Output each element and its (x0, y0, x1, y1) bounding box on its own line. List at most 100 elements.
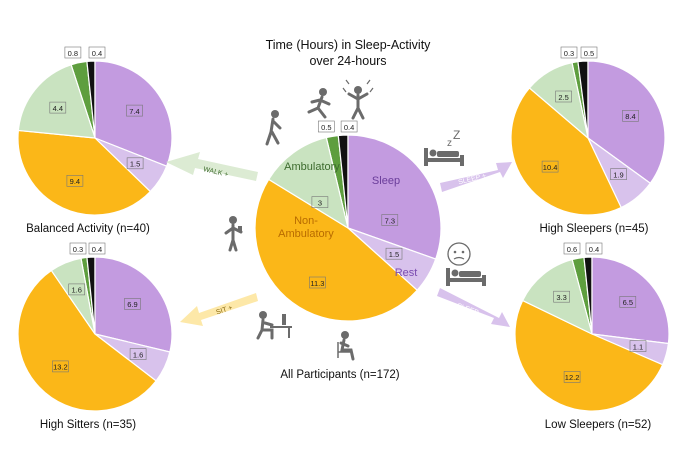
value-label-box (126, 104, 143, 117)
value-label-box (585, 242, 603, 255)
value-label-box (541, 160, 559, 173)
value-label-box (49, 101, 67, 114)
pie-slice-ambulatory (521, 258, 593, 336)
pie-slice-non-ambulatory (17, 129, 152, 216)
pie-slice-non-ambulatory (17, 269, 157, 412)
arrow-sleep-minus: SLEEP - (437, 288, 510, 327)
value-label-box (129, 348, 147, 360)
stretching-person-icon (342, 79, 374, 120)
value-label-box (340, 120, 358, 133)
figure-title-line-1: Time (Hours) in Sleep-Activity (266, 38, 432, 52)
value-label-other: 0.4 (92, 49, 102, 58)
value-label-walk: 0.3 (73, 245, 83, 254)
standing-phone-person-icon (224, 216, 243, 252)
pie-balanced-activity: 0.8 0.4 7.4 1.5 9.4 4.4 (17, 46, 173, 216)
value-label-box (619, 296, 637, 308)
value-label-ambulatory: 2.5 (558, 93, 568, 102)
sleeping-in-bed-icon: z Z (424, 128, 464, 166)
value-label-box (563, 242, 581, 255)
value-label-sleep: 7.4 (129, 107, 139, 116)
value-label-box (88, 46, 106, 59)
caption-balanced-activity: Balanced Activity (n=40) (26, 223, 150, 235)
walking-person-icon (265, 110, 282, 146)
caption-low-sleepers: Low Sleepers (n=52) (545, 419, 652, 431)
value-label-non-ambulatory: 9.4 (70, 177, 80, 186)
pie-slice-ambulatory (17, 64, 96, 139)
segment-label-rest: Rest (395, 267, 418, 279)
value-label-non-ambulatory: 11.3 (310, 279, 324, 288)
arrow-sit-plus: SIT + (180, 293, 258, 326)
value-label-rest: 1.5 (389, 250, 399, 259)
value-label-box (381, 214, 399, 226)
value-label-walk: 0.5 (321, 123, 331, 132)
value-label-box (385, 247, 403, 260)
arrow-sleep-plus: SLEEP + (440, 162, 512, 192)
value-label-other: 0.4 (92, 245, 102, 254)
segment-label-sleep: Sleep (372, 175, 400, 187)
value-label-box (69, 242, 87, 255)
value-label-sleep: 6.5 (623, 298, 633, 307)
figure-title-line-2: over 24-hours (309, 54, 386, 68)
value-label-box (68, 283, 85, 296)
value-label-box (553, 290, 570, 303)
value-label-other: 0.5 (584, 49, 594, 58)
value-label-box (580, 46, 598, 59)
value-label-sleep: 7.3 (385, 216, 395, 225)
arrow-sit-plus-label: SIT + (215, 305, 233, 317)
pie-slice-sleep (94, 60, 173, 167)
jumping-person-icon (307, 88, 331, 119)
value-label-rest: 1.1 (633, 342, 643, 351)
pie-slice-non-ambulatory (510, 87, 622, 216)
value-label-box (317, 120, 335, 133)
value-label-box (563, 371, 581, 383)
value-label-box (64, 46, 82, 59)
caption-high-sitters: High Sitters (n=35) (40, 419, 136, 431)
value-label-other: 0.4 (344, 123, 354, 132)
value-label-sleep: 6.9 (127, 300, 137, 309)
value-label-box (126, 157, 144, 170)
value-label-box (52, 360, 69, 373)
pie-slice-ambulatory (528, 61, 589, 140)
value-label-non-ambulatory: 12.2 (565, 373, 580, 382)
value-label-walk: 0.6 (567, 245, 577, 254)
value-label-ambulatory: 3 (318, 198, 322, 207)
value-label-rest: 1.6 (133, 350, 143, 359)
segment-label-ambulatory: Ambulatory (284, 161, 340, 173)
pie-slice-non-ambulatory (254, 178, 418, 322)
pie-low-sleepers: 0.6 0.4 6.5 1.1 12.2 3.3 (514, 242, 670, 412)
pie-high-sitters: 0.3 0.4 6.9 1.6 13.2 1.6 (17, 242, 173, 412)
pie-slice-ambulatory (50, 257, 96, 335)
value-label-non-ambulatory: 13.2 (53, 363, 68, 372)
value-label-box (311, 196, 329, 208)
value-label-box (309, 276, 326, 289)
arrow-sleep-plus-label: SLEEP + (458, 173, 487, 187)
value-label-box (622, 110, 639, 122)
value-label-sleep: 8.4 (625, 112, 635, 121)
value-label-box (629, 340, 647, 352)
pie-slice-sleep (587, 60, 666, 185)
value-label-box (610, 168, 627, 180)
pie-all-participants: 0.5 0.4 7.3 1.5 11.3 3 Sleep Rest Non-Ambulatory… (254, 120, 442, 322)
value-label-rest: 1.5 (130, 160, 140, 169)
value-label-box (124, 298, 141, 310)
value-label-ambulatory: 4.4 (53, 104, 63, 113)
pie-high-sleepers: 0.3 0.5 8.4 1.9 10.4 2.5 (510, 46, 666, 216)
value-label-walk: 0.8 (68, 49, 78, 58)
value-label-non-ambulatory: 10.4 (543, 163, 558, 172)
desk-worker-icon (256, 311, 292, 340)
pie-slice-sleep (347, 134, 442, 260)
arrow-walk-plus: WALK + (166, 152, 258, 181)
pie-slice-sleep (94, 256, 173, 353)
svg-text:z: z (447, 138, 452, 149)
value-label-ambulatory: 3.3 (556, 293, 566, 302)
value-label-ambulatory: 1.6 (71, 286, 81, 295)
restless-sleep-icon (446, 242, 486, 286)
value-label-box (555, 90, 572, 103)
pie-slice-non-ambulatory (514, 299, 664, 412)
pie-slice-sleep (591, 256, 670, 345)
segment-label-non-ambulatory: Non-Ambulatory (278, 215, 334, 240)
value-label-box (560, 46, 578, 59)
svg-text:Z: Z (453, 128, 460, 142)
value-label-walk: 0.3 (564, 49, 574, 58)
